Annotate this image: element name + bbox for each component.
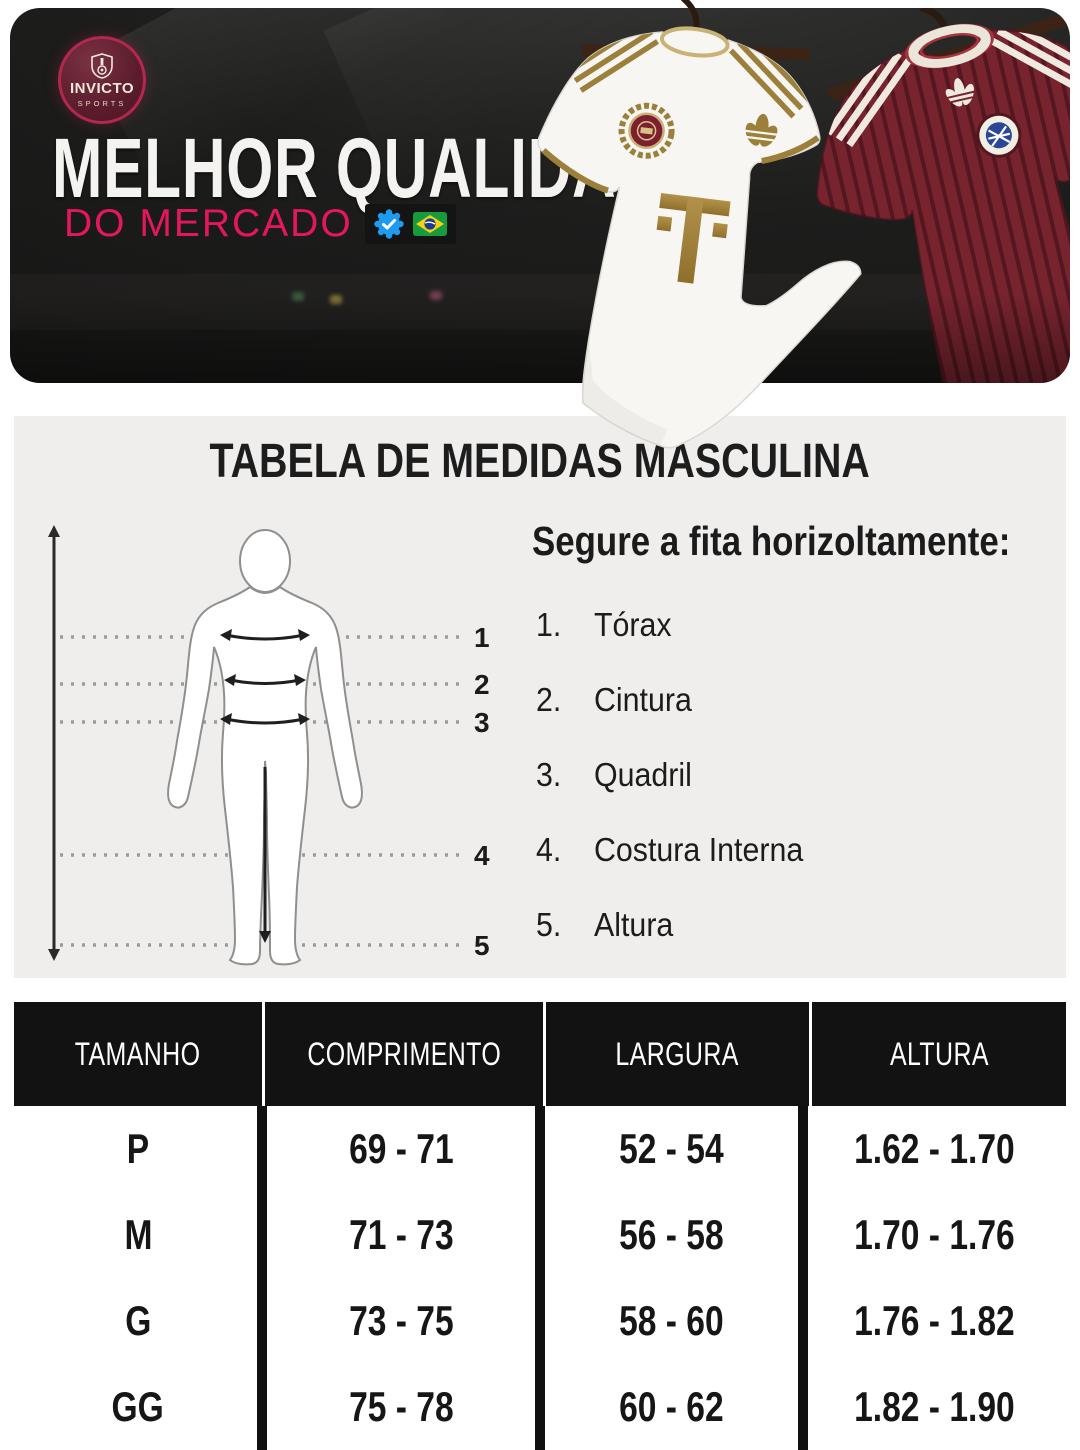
header-cell: TAMANHO	[14, 1002, 262, 1106]
diagram-markers: 1 2 3 4 5	[474, 622, 490, 961]
header-cell: LARGURA	[543, 1002, 809, 1106]
promo-banner: INVICTO SPORTS MELHOR QUALIDADE DO MERCA…	[10, 8, 1070, 383]
white-jersey-image	[537, 0, 862, 449]
table-row: M 71 - 73 56 - 58 1.70 - 1.76	[124, 1211, 1015, 1258]
size-table-body: P 69 - 71 52 - 54 1.62 - 1.70 M 71 - 73 …	[14, 1106, 1066, 1450]
svg-text:5: 5	[474, 930, 490, 961]
brazil-flag-icon	[412, 212, 447, 236]
list-item: 2. Cintura	[536, 681, 692, 718]
measure-arrows	[225, 633, 305, 935]
svg-text:3: 3	[474, 707, 490, 738]
badge-box	[364, 204, 456, 244]
size-table: TAMANHO COMPRIMENTO LARGURA ALTURA P 69 …	[14, 1002, 1066, 1450]
stadium-light-speck	[292, 292, 304, 301]
header-cell: ALTURA	[809, 1002, 1066, 1106]
size-table-header: TAMANHO COMPRIMENTO LARGURA ALTURA	[14, 1002, 1066, 1106]
svg-text:4: 4	[474, 840, 490, 871]
logo-subtitle: SPORTS	[77, 98, 127, 108]
column-divider	[535, 1106, 545, 1450]
hanger-hook-icon	[681, 0, 700, 31]
list-item: 5. Altura	[536, 906, 674, 943]
gold-cuff-band	[541, 148, 609, 194]
column-divider	[257, 1106, 267, 1450]
gold-crest-icon	[618, 102, 675, 159]
collar-stripe	[919, 33, 980, 60]
adidas-trefoil-icon	[743, 113, 780, 147]
svg-text:1: 1	[474, 622, 490, 653]
telekom-t-logo	[656, 193, 731, 284]
table-row: P 69 - 71 52 - 54 1.62 - 1.70	[126, 1125, 1015, 1172]
list-item: 1. Tórax	[536, 606, 672, 643]
verified-badge-icon	[373, 209, 404, 239]
gold-cuff-band	[761, 135, 820, 164]
column-divider	[798, 1106, 808, 1450]
club-badge-icon	[976, 112, 1022, 158]
list-item: 3. Quadril	[536, 756, 692, 793]
arrowheads	[220, 629, 310, 943]
brand-logo: INVICTO SPORTS	[58, 36, 146, 124]
logo-title: INVICTO	[69, 79, 135, 97]
collar	[908, 24, 991, 68]
white-jersey-body	[537, 31, 862, 449]
collar	[659, 26, 730, 58]
table-row: G 73 - 75 58 - 60 1.76 - 1.82	[124, 1297, 1015, 1344]
body-silhouette	[167, 529, 363, 966]
size-guide-panel: TABELA DE MEDIDAS MASCULINA	[14, 416, 1066, 978]
measurement-list: 1. Tórax 2. Cintura 3. Quadril 4. Costur…	[536, 604, 821, 979]
table-row: GG 75 - 78 60 - 62 1.82 - 1.90	[111, 1383, 1015, 1430]
adidas-trefoil-icon	[945, 78, 975, 107]
stadium-light-speck	[330, 295, 342, 304]
stadium-light-speck	[430, 291, 442, 300]
subheadline-row: DO MERCADO	[64, 202, 456, 246]
subheadline: DO MERCADO	[64, 202, 353, 245]
svg-text:2: 2	[474, 669, 490, 700]
instruction-title: Segure a fita horizoltamente:	[532, 518, 1011, 564]
header-cell: COMPRIMENTO	[262, 1002, 543, 1106]
size-guide-title: TABELA DE MEDIDAS MASCULINA	[209, 435, 871, 488]
shield-ball-icon	[91, 52, 113, 79]
hem-shading	[582, 339, 668, 446]
measurement-diagram: 1 2 3 4 5	[48, 525, 490, 966]
height-arrow	[48, 525, 60, 961]
list-item: 4. Costura Interna	[536, 831, 804, 868]
